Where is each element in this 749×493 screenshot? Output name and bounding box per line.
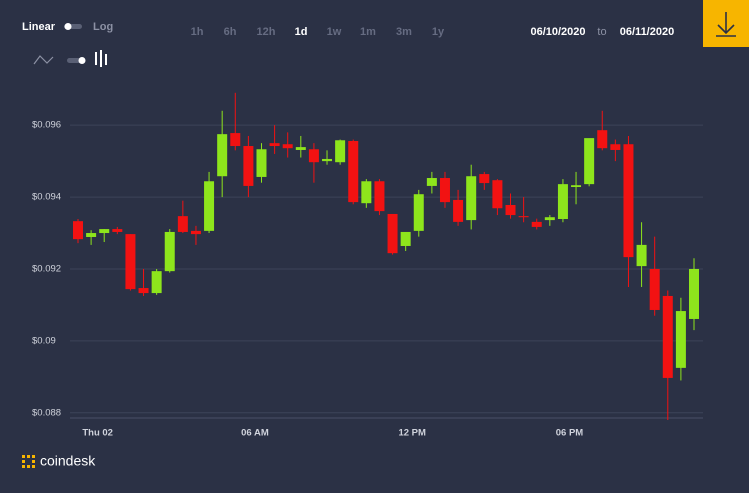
candle-body	[557, 184, 568, 220]
icon-bar	[105, 54, 107, 65]
candle-body	[164, 231, 175, 272]
candle-body	[256, 149, 267, 177]
timeframe-bar: 1h 6h 12h 1d 1w 1m 3m 1y	[191, 26, 445, 38]
candle-body	[335, 140, 346, 163]
scale-linear[interactable]: Linear	[22, 21, 56, 33]
candle-body	[230, 133, 241, 147]
timeframe-button[interactable]: 12h	[257, 26, 276, 38]
candle-body	[453, 199, 464, 222]
candle-body	[505, 204, 516, 216]
mode-toggle[interactable]	[67, 57, 86, 64]
candle-body	[387, 213, 398, 254]
candle-body	[125, 234, 136, 290]
candle-body	[400, 231, 411, 246]
icon-bar	[95, 52, 97, 65]
candle-body	[322, 158, 333, 162]
timeframe-button[interactable]: 1d	[295, 26, 308, 38]
line-mode-icon[interactable]	[33, 55, 54, 65]
candle-body	[361, 181, 372, 204]
candle-body	[492, 180, 503, 209]
candle-body	[374, 181, 385, 212]
x-tick-label: 12 PM	[398, 428, 426, 439]
candle-body	[584, 138, 595, 185]
candle-body	[99, 229, 110, 234]
candle-body	[295, 147, 306, 150]
timeframe-button[interactable]: 1w	[327, 26, 342, 38]
logo-mark	[22, 455, 35, 468]
candle-body	[689, 268, 699, 319]
chart: $0.088 $0.09 $0.092 $0.094 $0.096 Thu 02 06 AM…	[32, 92, 703, 439]
candle-body	[662, 295, 673, 378]
y-tick-label: $0.094	[32, 192, 61, 203]
download-icon	[716, 12, 736, 37]
candle-body	[204, 181, 215, 231]
candle-body	[138, 288, 149, 294]
candle-body	[73, 221, 83, 240]
date-from[interactable]: 06/10/2020	[530, 26, 585, 38]
candle-body	[151, 271, 162, 294]
candle-body	[531, 221, 542, 227]
candle-body	[623, 144, 634, 258]
candle-body	[518, 216, 529, 218]
candle-body	[282, 144, 293, 149]
date-to[interactable]: 06/11/2020	[620, 26, 674, 38]
candle-body	[610, 144, 621, 150]
candle-body	[571, 185, 582, 188]
candle-body	[269, 143, 280, 147]
candle-mode-icon[interactable]	[95, 50, 107, 67]
scale-log[interactable]: Log	[93, 21, 113, 33]
candle-body	[348, 140, 359, 203]
candle-body	[112, 229, 123, 232]
candle-body	[597, 130, 608, 149]
candle-body	[308, 149, 319, 163]
scale-toggle[interactable]	[64, 23, 82, 30]
timeframe-button[interactable]: 6h	[224, 26, 237, 38]
candle-body	[217, 134, 228, 177]
timeframe-button[interactable]: 1m	[360, 26, 376, 38]
y-tick-label: $0.096	[32, 120, 61, 131]
timeframe-button[interactable]: 1y	[432, 26, 445, 38]
candle-body	[190, 230, 201, 235]
icon-bar	[100, 50, 102, 67]
candle-body	[413, 194, 424, 231]
candle-body	[675, 311, 686, 368]
x-tick-label: Thu 02	[82, 428, 113, 439]
x-tick-label: 06 PM	[556, 428, 584, 439]
candle-body	[86, 233, 97, 237]
toggle-knob	[78, 57, 86, 64]
candle-body	[439, 178, 450, 203]
brand-name: coindesk	[40, 453, 96, 469]
candle-body	[649, 268, 660, 310]
y-tick-label: $0.09	[32, 335, 56, 346]
toggle-knob	[64, 23, 72, 30]
candle-body	[177, 216, 188, 232]
date-separator: to	[597, 26, 606, 38]
candle-body	[466, 176, 477, 221]
candle-body	[426, 178, 437, 186]
candle-body	[479, 174, 490, 184]
x-tick-label: 06 AM	[241, 428, 269, 439]
candle-body	[636, 244, 647, 267]
y-tick-label: $0.088	[32, 407, 61, 418]
timeframe-button[interactable]: 1h	[191, 26, 204, 38]
timeframe-button[interactable]: 3m	[396, 26, 412, 38]
candle-body	[243, 146, 254, 186]
candle-body	[544, 217, 555, 221]
download-button[interactable]	[703, 0, 749, 47]
y-tick-label: $0.092	[32, 264, 61, 275]
brand-logo: coindesk	[22, 453, 96, 469]
